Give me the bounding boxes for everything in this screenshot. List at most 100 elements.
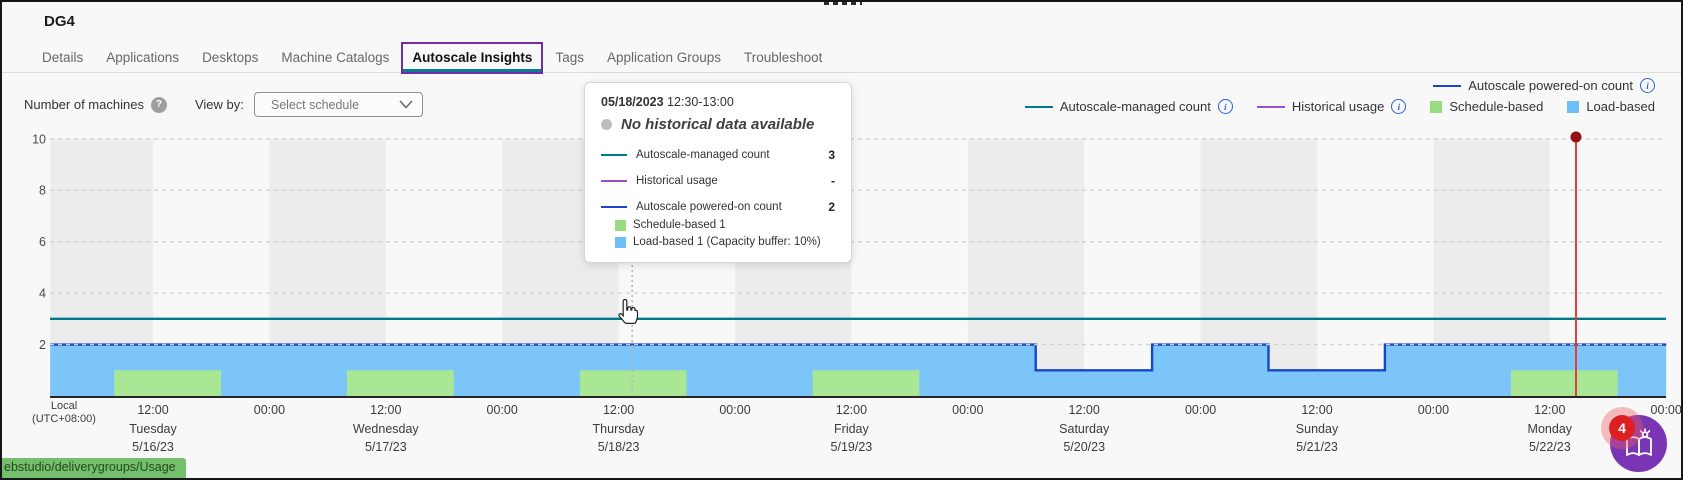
chart-tooltip: 05/18/2023 12:30-13:00 No historical dat… [584, 82, 852, 263]
tooltip-row-autoscale-managed-count: Autoscale-managed count 3 [601, 148, 835, 162]
x-tick-label: 00:00 [952, 403, 983, 417]
tooltip-time-range: 12:30-13:00 [667, 95, 734, 109]
day-date-label: 5/18/23 [598, 440, 640, 454]
day-name-label: Tuesday [129, 422, 177, 436]
tab-divider [2, 72, 1681, 73]
timezone-label: Local [51, 400, 77, 412]
tab-tags[interactable]: Tags [555, 50, 584, 65]
tooltip-date: 05/18/2023 [601, 95, 664, 109]
notification-badge[interactable]: 4 [1609, 415, 1635, 441]
schedule-select-value: Select schedule [270, 97, 360, 112]
line-swatch [601, 154, 627, 156]
help-icon[interactable]: ? [150, 96, 167, 113]
info-icon[interactable]: i [1217, 99, 1233, 114]
tooltip-row-label: Load-based 1 (Capacity buffer: 10%) [633, 236, 821, 248]
day-name-label: Monday [1528, 422, 1573, 436]
tab-machine-catalogs[interactable]: Machine Catalogs [281, 50, 390, 65]
y-tick-label: 10 [32, 132, 46, 146]
schedule-based-block [347, 370, 454, 396]
line-swatch [601, 180, 627, 182]
tooltip-row-label: Schedule-based 1 [633, 219, 726, 231]
tooltip-row-historical-usage: Historical usage - [601, 174, 835, 188]
legend-entry-autoscale-managed-count: Autoscale-managed count i [1024, 99, 1233, 114]
x-tick-label: 12:00 [1069, 403, 1100, 417]
schedule-select[interactable]: Select schedule [253, 92, 423, 117]
tooltip-row-value: - [831, 174, 835, 188]
tab-autoscale-insights[interactable]: Autoscale Insights [401, 42, 544, 74]
tooltip-row-value: 3 [828, 148, 835, 162]
chart-controls: Number of machines ? View by: Select sch… [24, 92, 423, 117]
day-date-label: 5/21/23 [1296, 440, 1338, 454]
line-swatch-historical-usage [1256, 105, 1285, 108]
legend-row-1: Autoscale powered-on count i [1025, 78, 1655, 93]
tooltip-row-schedule-based-1: Schedule-based 1 [601, 219, 835, 231]
day-name-label: Friday [834, 422, 869, 436]
tooltip-row-load-based-1-capacity-buffer-10-: Load-based 1 (Capacity buffer: 10%) [601, 236, 835, 248]
x-tick-label: 00:00 [1418, 403, 1449, 417]
x-tick-label: 12:00 [836, 403, 867, 417]
x-tick-label: 00:00 [487, 403, 518, 417]
tooltip-row-value: 2 [828, 200, 835, 214]
schedule-based-block [114, 370, 221, 396]
legend-entry-schedule-based: Schedule-based [1430, 99, 1543, 114]
day-date-label: 5/22/23 [1529, 440, 1571, 454]
y-tick-label: 8 [39, 184, 46, 198]
legend-label: Autoscale-managed count [1059, 99, 1211, 114]
tooltip-row-label: Historical usage [636, 175, 718, 187]
legend-label: Autoscale powered-on count [1468, 78, 1633, 93]
info-icon[interactable]: i [1391, 99, 1407, 114]
y-tick-label: 2 [39, 338, 46, 352]
tab-details[interactable]: Details [42, 50, 84, 65]
tooltip-datetime: 05/18/2023 12:30-13:00 [601, 95, 835, 109]
x-tick-label: 12:00 [1534, 403, 1565, 417]
legend-entry-historical-usage: Historical usage i [1256, 99, 1407, 114]
day-name-label: Saturday [1059, 422, 1110, 436]
x-tick-label: 00:00 [719, 403, 750, 417]
view-by-label: View by: [194, 97, 244, 112]
tab-desktops[interactable]: Desktops [202, 50, 259, 65]
page-title: DG4 [44, 13, 75, 30]
tooltip-row-label: Autoscale powered-on count [636, 201, 782, 213]
y-tick-label: 4 [39, 287, 46, 301]
schedule-based-block [579, 370, 687, 396]
schedule-based-block [812, 370, 920, 396]
tooltip-no-data-text: No historical data available [621, 116, 815, 133]
tab-applications[interactable]: Applications [106, 50, 180, 65]
day-date-label: 5/19/23 [831, 440, 873, 454]
legend-entry-autoscale-powered-on-count: Autoscale powered-on count i [1433, 78, 1655, 93]
legend-label: Historical usage [1291, 99, 1385, 114]
tab-application-groups[interactable]: Application Groups [606, 50, 722, 65]
day-date-label: 5/16/23 [132, 440, 174, 454]
tooltip-legend-rows: Autoscale-managed count 3 Historical usage… [601, 148, 835, 248]
gray-dot-icon [601, 119, 612, 130]
day-date-label: 5/17/23 [365, 440, 407, 454]
x-tick-label: 12:00 [1301, 403, 1332, 417]
tab-troubleshoot[interactable]: Troubleshoot [744, 50, 823, 65]
x-tick-label: 12:00 [137, 403, 168, 417]
tooltip-row-label: Autoscale-managed count [636, 149, 770, 161]
legend-label: Schedule-based [1449, 99, 1544, 114]
top-edge-dashes [824, 2, 862, 5]
info-icon[interactable]: i [1640, 78, 1655, 93]
tooltip-no-data: No historical data available [601, 116, 835, 133]
line-swatch [601, 206, 627, 208]
square-swatch-load-based [1567, 100, 1580, 113]
legend-label: Load-based [1586, 99, 1655, 114]
x-tick-label: 00:00 [254, 403, 285, 417]
schedule-based-block [1511, 370, 1618, 396]
x-tick-label: 00:00 [1185, 403, 1216, 417]
square-swatch [615, 236, 626, 248]
chart-axis-title: Number of machines [24, 97, 144, 112]
line-swatch-autoscale-powered-on-count [1433, 84, 1462, 87]
day-name-label: Thursday [593, 422, 646, 436]
legend-row-2: Autoscale-managed count i Historical usage… [1024, 99, 1655, 114]
tooltip-row-autoscale-powered-on-count: Autoscale powered-on count 2 [601, 200, 835, 214]
line-swatch-autoscale-managed-count [1024, 105, 1053, 108]
chart-legend: Autoscale powered-on count i Autoscale-man… [1024, 78, 1655, 120]
chevron-down-icon [399, 100, 413, 109]
square-swatch [615, 219, 626, 231]
tab-bar: Details Applications Desktops Machine Catal… [32, 42, 835, 74]
current-time-dot [1570, 131, 1582, 143]
day-name-label: Wednesday [353, 422, 420, 436]
